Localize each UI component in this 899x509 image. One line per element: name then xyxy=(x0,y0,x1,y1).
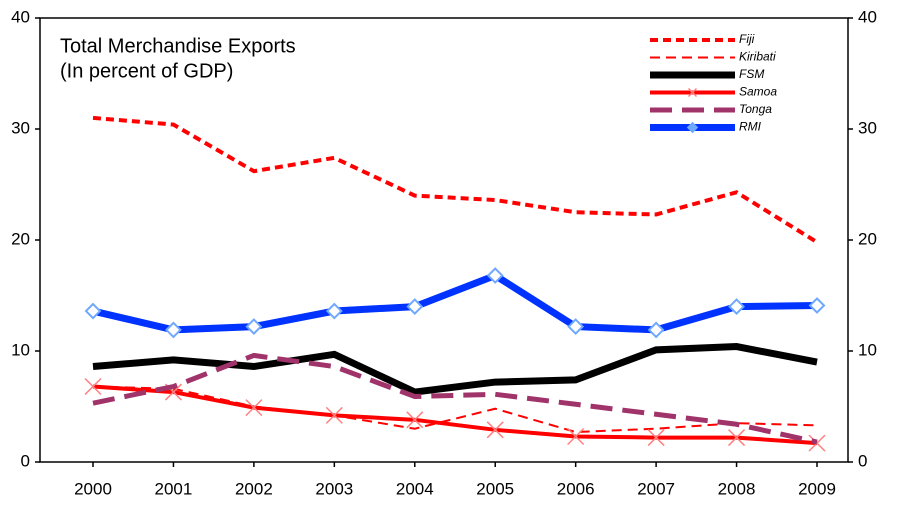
marker xyxy=(728,298,745,316)
y2-tick-label: 10 xyxy=(858,340,877,359)
x-tick-label: 2005 xyxy=(476,479,514,498)
series-line xyxy=(92,385,818,434)
marker xyxy=(728,429,746,447)
marker xyxy=(567,427,585,446)
series-line xyxy=(92,115,819,244)
marker xyxy=(325,302,343,320)
marker xyxy=(808,297,826,314)
marker xyxy=(808,434,826,452)
legend-marker xyxy=(686,121,699,134)
y2-tick-label: 30 xyxy=(858,118,877,137)
series-line xyxy=(92,343,818,396)
chart-title: Total Merchandise Exports xyxy=(60,35,296,57)
marker xyxy=(486,421,504,439)
marker xyxy=(245,399,263,417)
x-tick-label: 2008 xyxy=(718,479,756,498)
legend-marker xyxy=(687,87,698,98)
legend-label: Kiribati xyxy=(739,50,776,64)
y-tick-label: 40 xyxy=(11,7,30,26)
y-tick-label: 0 xyxy=(21,451,30,470)
y2-tick-label: 0 xyxy=(858,451,867,470)
y-tick-label: 30 xyxy=(11,118,30,137)
x-tick-label: 2000 xyxy=(74,479,112,498)
marker xyxy=(567,318,585,335)
marker xyxy=(647,429,665,447)
series-line xyxy=(92,384,818,446)
legend-label: Samoa xyxy=(739,85,777,99)
x-tick-label: 2006 xyxy=(557,479,595,498)
x-tick-label: 2007 xyxy=(637,479,675,498)
marker xyxy=(406,298,424,316)
legend-label: FSM xyxy=(739,67,764,81)
marker xyxy=(84,377,102,396)
marker xyxy=(84,302,102,320)
x-tick-label: 2004 xyxy=(396,479,434,498)
series-line xyxy=(92,352,818,445)
legend-label: RMI xyxy=(739,120,762,134)
y-tick-label: 20 xyxy=(11,229,30,248)
x-tick-label: 2003 xyxy=(315,479,353,498)
y2-tick-label: 20 xyxy=(858,229,877,248)
series-line xyxy=(92,271,818,334)
marker xyxy=(245,318,263,335)
x-tick-label: 2001 xyxy=(155,479,193,498)
marker xyxy=(165,321,182,339)
marker xyxy=(486,267,504,284)
marker xyxy=(406,411,424,429)
y-tick-label: 10 xyxy=(11,340,30,359)
chart-subtitle: (In percent of GDP) xyxy=(60,60,233,82)
marker xyxy=(325,406,343,424)
legend-label: Tonga xyxy=(739,102,772,116)
x-tick-label: 2002 xyxy=(235,479,273,498)
marker xyxy=(647,321,665,339)
y2-tick-label: 40 xyxy=(858,7,877,26)
x-tick-label: 2009 xyxy=(798,479,836,498)
legend-label: Fiji xyxy=(739,32,755,46)
